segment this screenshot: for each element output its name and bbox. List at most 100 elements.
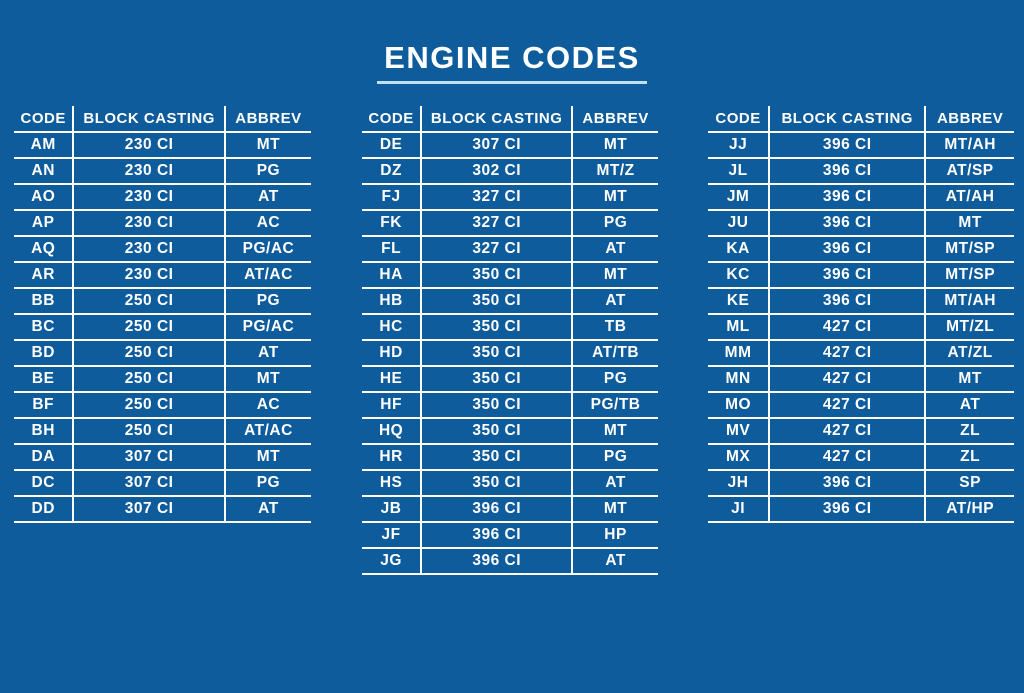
column-header-block-casting: BLOCK CASTING bbox=[420, 106, 574, 133]
block-casting-cell: 396 CI bbox=[768, 158, 927, 185]
code-cell: JF bbox=[362, 522, 422, 549]
engine-codes-table-right: CODE BLOCK CASTING ABBREV JJ 396 CI MT/AH J… bbox=[708, 106, 1014, 523]
abbrev-cell: MT/SP bbox=[925, 262, 1014, 289]
table-row: KA 396 CI MT/SP bbox=[708, 236, 1014, 263]
abbrev-cell: MT bbox=[572, 184, 658, 211]
column-header-abbrev: ABBREV bbox=[572, 106, 658, 133]
table-header-row: CODE BLOCK CASTING ABBREV bbox=[362, 106, 658, 133]
table-row: DD 307 CI AT bbox=[14, 496, 311, 523]
table-row: MM 427 CI AT/ZL bbox=[708, 340, 1014, 367]
code-cell: MV bbox=[708, 418, 770, 445]
table-row: AR 230 CI AT/AC bbox=[14, 262, 311, 289]
code-cell: AP bbox=[14, 210, 74, 237]
code-cell: JB bbox=[362, 496, 422, 523]
block-casting-cell: 250 CI bbox=[72, 392, 226, 419]
block-casting-cell: 350 CI bbox=[420, 444, 574, 471]
column-header-block-casting: BLOCK CASTING bbox=[72, 106, 226, 133]
table-row: KC 396 CI MT/SP bbox=[708, 262, 1014, 289]
code-cell: AO bbox=[14, 184, 74, 211]
code-cell: AQ bbox=[14, 236, 74, 263]
table-row: HS 350 CI AT bbox=[362, 470, 658, 497]
table-row: AM 230 CI MT bbox=[14, 132, 311, 159]
table-row: JL 396 CI AT/SP bbox=[708, 158, 1014, 185]
table-row: FJ 327 CI MT bbox=[362, 184, 658, 211]
code-cell: HQ bbox=[362, 418, 422, 445]
abbrev-cell: AT/SP bbox=[925, 158, 1014, 185]
table-row: HD 350 CI AT/TB bbox=[362, 340, 658, 367]
table-header-row: CODE BLOCK CASTING ABBREV bbox=[708, 106, 1014, 133]
block-casting-cell: 396 CI bbox=[768, 496, 927, 523]
code-cell: MX bbox=[708, 444, 770, 471]
code-cell: AM bbox=[14, 132, 74, 159]
title-underline bbox=[377, 81, 647, 84]
abbrev-cell: MT/AH bbox=[925, 288, 1014, 315]
block-casting-cell: 350 CI bbox=[420, 418, 574, 445]
table-row: KE 396 CI MT/AH bbox=[708, 288, 1014, 315]
block-casting-cell: 307 CI bbox=[420, 132, 574, 159]
block-casting-cell: 250 CI bbox=[72, 418, 226, 445]
table-row: DA 307 CI MT bbox=[14, 444, 311, 471]
code-cell: KA bbox=[708, 236, 770, 263]
abbrev-cell: AC bbox=[224, 210, 311, 237]
code-cell: BC bbox=[14, 314, 74, 341]
code-cell: JG bbox=[362, 548, 422, 575]
block-casting-cell: 350 CI bbox=[420, 470, 574, 497]
table-row: MV 427 CI ZL bbox=[708, 418, 1014, 445]
abbrev-cell: AT/AC bbox=[224, 262, 311, 289]
table-row: HC 350 CI TB bbox=[362, 314, 658, 341]
code-cell: JM bbox=[708, 184, 770, 211]
code-cell: BE bbox=[14, 366, 74, 393]
abbrev-cell: TB bbox=[572, 314, 658, 341]
code-cell: DA bbox=[14, 444, 74, 471]
column-header-block-casting: BLOCK CASTING bbox=[768, 106, 927, 133]
table-row: JI 396 CI AT/HP bbox=[708, 496, 1014, 523]
block-casting-cell: 427 CI bbox=[768, 392, 927, 419]
code-cell: BB bbox=[14, 288, 74, 315]
code-cell: HF bbox=[362, 392, 422, 419]
code-cell: JU bbox=[708, 210, 770, 237]
table-row: ML 427 CI MT/ZL bbox=[708, 314, 1014, 341]
code-cell: MN bbox=[708, 366, 770, 393]
table-row: MO 427 CI AT bbox=[708, 392, 1014, 419]
block-casting-cell: 327 CI bbox=[420, 236, 574, 263]
column-header-abbrev: ABBREV bbox=[925, 106, 1014, 133]
code-cell: AR bbox=[14, 262, 74, 289]
block-casting-cell: 230 CI bbox=[72, 158, 226, 185]
abbrev-cell: PG bbox=[572, 210, 658, 237]
abbrev-cell: AT bbox=[224, 184, 311, 211]
table-row: AQ 230 CI PG/AC bbox=[14, 236, 311, 263]
table-row: JJ 396 CI MT/AH bbox=[708, 132, 1014, 159]
block-casting-cell: 396 CI bbox=[420, 522, 574, 549]
table-row: FK 327 CI PG bbox=[362, 210, 658, 237]
abbrev-cell: PG bbox=[572, 444, 658, 471]
abbrev-cell: AT bbox=[572, 236, 658, 263]
code-cell: BF bbox=[14, 392, 74, 419]
block-casting-cell: 350 CI bbox=[420, 314, 574, 341]
block-casting-cell: 396 CI bbox=[768, 210, 927, 237]
block-casting-cell: 230 CI bbox=[72, 132, 226, 159]
table-row: BB 250 CI PG bbox=[14, 288, 311, 315]
abbrev-cell: MT/SP bbox=[925, 236, 1014, 263]
block-casting-cell: 307 CI bbox=[72, 444, 226, 471]
code-cell: KE bbox=[708, 288, 770, 315]
table-row: DE 307 CI MT bbox=[362, 132, 658, 159]
block-casting-cell: 350 CI bbox=[420, 262, 574, 289]
code-cell: JI bbox=[708, 496, 770, 523]
code-cell: HA bbox=[362, 262, 422, 289]
block-casting-cell: 250 CI bbox=[72, 288, 226, 315]
code-cell: BH bbox=[14, 418, 74, 445]
abbrev-cell: MT/Z bbox=[572, 158, 658, 185]
code-cell: DD bbox=[14, 496, 74, 523]
code-cell: MO bbox=[708, 392, 770, 419]
table-row: HF 350 CI PG/TB bbox=[362, 392, 658, 419]
block-casting-cell: 250 CI bbox=[72, 366, 226, 393]
engine-codes-table-middle: CODE BLOCK CASTING ABBREV DE 307 CI MT DZ 30… bbox=[362, 106, 658, 575]
abbrev-cell: AC bbox=[224, 392, 311, 419]
table-row: AO 230 CI AT bbox=[14, 184, 311, 211]
table-row: HR 350 CI PG bbox=[362, 444, 658, 471]
abbrev-cell: PG/AC bbox=[224, 314, 311, 341]
code-cell: ML bbox=[708, 314, 770, 341]
abbrev-cell: PG bbox=[572, 366, 658, 393]
code-cell: DZ bbox=[362, 158, 422, 185]
abbrev-cell: HP bbox=[572, 522, 658, 549]
